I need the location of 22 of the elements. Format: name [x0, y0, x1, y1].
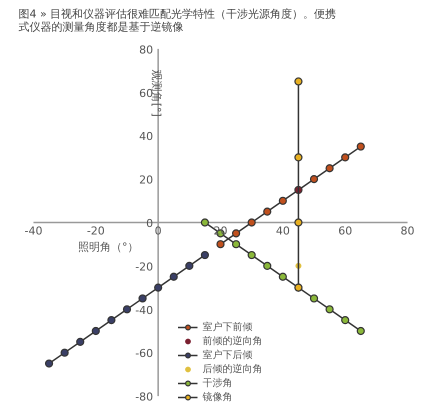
legend-label: 镜像角	[202, 390, 232, 404]
x-tick-label: 60	[338, 224, 352, 238]
y-tick-label: 40	[139, 130, 154, 144]
x-tick-label: -20	[86, 224, 105, 238]
legend-label: 干涉角	[202, 376, 232, 390]
chart-title: 图4 » 目视和仪器评估很难匹配光学特性（干涉光源角度）。便携式仪器的测量角度都是基于逆镜像	[18, 8, 336, 34]
legend-label: 室户下后倾	[202, 348, 252, 362]
x-tick-label: 20	[214, 224, 228, 238]
x-tick-label: 40	[276, 224, 290, 238]
y-tick-label: -20	[135, 260, 154, 274]
x-tick-label: 80	[400, 224, 415, 238]
x-tick-label: -40	[24, 224, 42, 238]
legend-label: 后倾的逆向角	[202, 362, 262, 376]
y-tick-label: 20	[139, 174, 154, 187]
x-axis-title: 照明角（°）	[78, 240, 139, 254]
y-tick-label: -60	[135, 347, 154, 360]
y-tick-label: -40	[135, 304, 154, 317]
y-tick-label: -80	[135, 390, 154, 404]
y-axis-title: 观测角[°]	[150, 70, 164, 117]
y-tick-label: 80	[139, 43, 154, 56]
legend-label: 室户下前倾	[202, 320, 252, 334]
legend-label: 前倾的逆向角	[202, 334, 262, 348]
